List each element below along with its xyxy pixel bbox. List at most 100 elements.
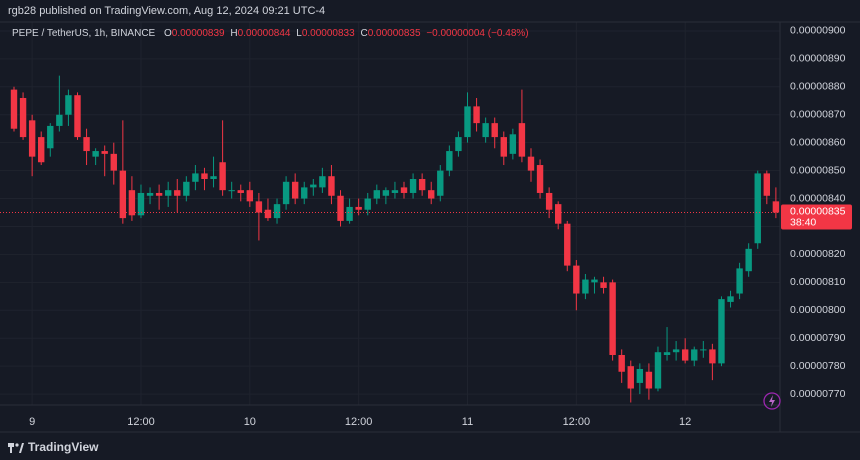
candle-body [672,349,680,353]
candle-body [645,371,653,389]
candle-body [428,190,435,199]
candle-body [183,181,190,196]
candle-body [10,89,18,129]
brand-logo [8,443,24,453]
candle-body [709,349,716,364]
candle-body [600,282,607,288]
candle-body [210,176,217,179]
y-tick-label: 0.00000780 [790,360,846,372]
candle-body [255,201,263,213]
candle-body [228,190,235,192]
candle-body [772,201,780,213]
candle-body [518,123,526,157]
candle-body [691,349,698,361]
candle-body [146,192,154,196]
candle-body [246,190,254,202]
y-tick-label: 0.00000860 [790,136,846,148]
candle-body [654,352,662,389]
candle-body [192,173,199,182]
candle-body [491,123,498,138]
candle-body [164,190,172,196]
candle-body [264,209,272,219]
candle-body [636,368,644,383]
candle-body [56,114,63,126]
candle-body [418,178,426,191]
candle-body [74,95,81,138]
candle-body [346,206,353,221]
candle-body [736,268,743,294]
candle-body [291,181,299,199]
candle-body [718,299,725,364]
candle-body [437,170,444,196]
candle-body [319,176,326,188]
candle-body [582,279,589,294]
countdown: 38:40 [790,216,816,228]
candle-body [446,151,453,171]
candle-body [301,187,308,199]
y-tick-label: 0.00000800 [790,304,846,316]
candle-body [92,151,99,157]
candle-body [273,204,281,219]
candle-body [201,173,208,179]
candle-body [509,134,517,154]
candle-body [536,165,544,193]
l-label: L [296,28,302,39]
brand: TradingView [28,440,99,454]
candle-body [328,176,335,196]
x-tick-label: 12:00 [563,416,591,428]
candle-body [700,349,707,351]
candle-body [137,192,145,216]
h-label: H [230,28,237,39]
symbol: PEPE / TetherUS, 1h, BINANCE [12,28,156,39]
candle-body [500,137,507,157]
candle-body [573,265,580,294]
candle-body [545,192,553,210]
l-value: 0.00000833 [302,28,355,39]
x-tick-label: 11 [462,416,473,428]
candle-body [391,190,399,193]
candle-body [174,190,181,196]
lightning-icon [769,395,775,407]
y-tick-label: 0.00000850 [790,164,846,176]
candle-body [464,106,471,138]
change: −0.00000004 (−0.48%) [426,28,528,39]
candle-body [101,151,108,154]
candle-body [618,354,625,372]
legend: PEPE / TetherUS, 1h, BINANCE O0.00000839… [12,28,529,39]
x-tick-label: 12:00 [345,416,373,428]
candle-body [110,153,117,171]
candle-body [128,190,136,216]
candle-body [38,137,45,163]
candle-body [763,173,771,196]
candle-body [482,123,489,138]
candle-body [155,192,163,196]
o-value: 0.00000839 [172,28,225,39]
y-tick-label: 0.00000820 [790,248,846,260]
candle-body [745,248,752,272]
candle-body [282,181,290,205]
header: rgb28 published on TradingView.com, Aug … [8,5,325,17]
y-tick-label: 0.00000900 [790,25,846,37]
candle-body [400,187,408,193]
candle-body [219,162,226,191]
h-value: 0.00000844 [238,28,291,39]
y-tick-label: 0.00000870 [790,109,846,121]
y-tick-label: 0.00000840 [790,192,846,204]
price-tag-label: 0.00000835 [790,205,846,217]
c-value: 0.00000835 [368,28,421,39]
price-tag [781,204,852,230]
candle-body [83,137,90,152]
candle-body [337,195,344,221]
candle-body [28,120,36,157]
candle-body [455,137,462,152]
candle-body [355,206,362,210]
candle-body [527,156,535,171]
o-label: O [164,28,172,39]
lightning-button[interactable] [763,392,781,410]
candle-body [409,178,417,193]
x-tick-label: 12 [679,416,691,428]
y-tick-label: 0.00000790 [790,332,846,344]
